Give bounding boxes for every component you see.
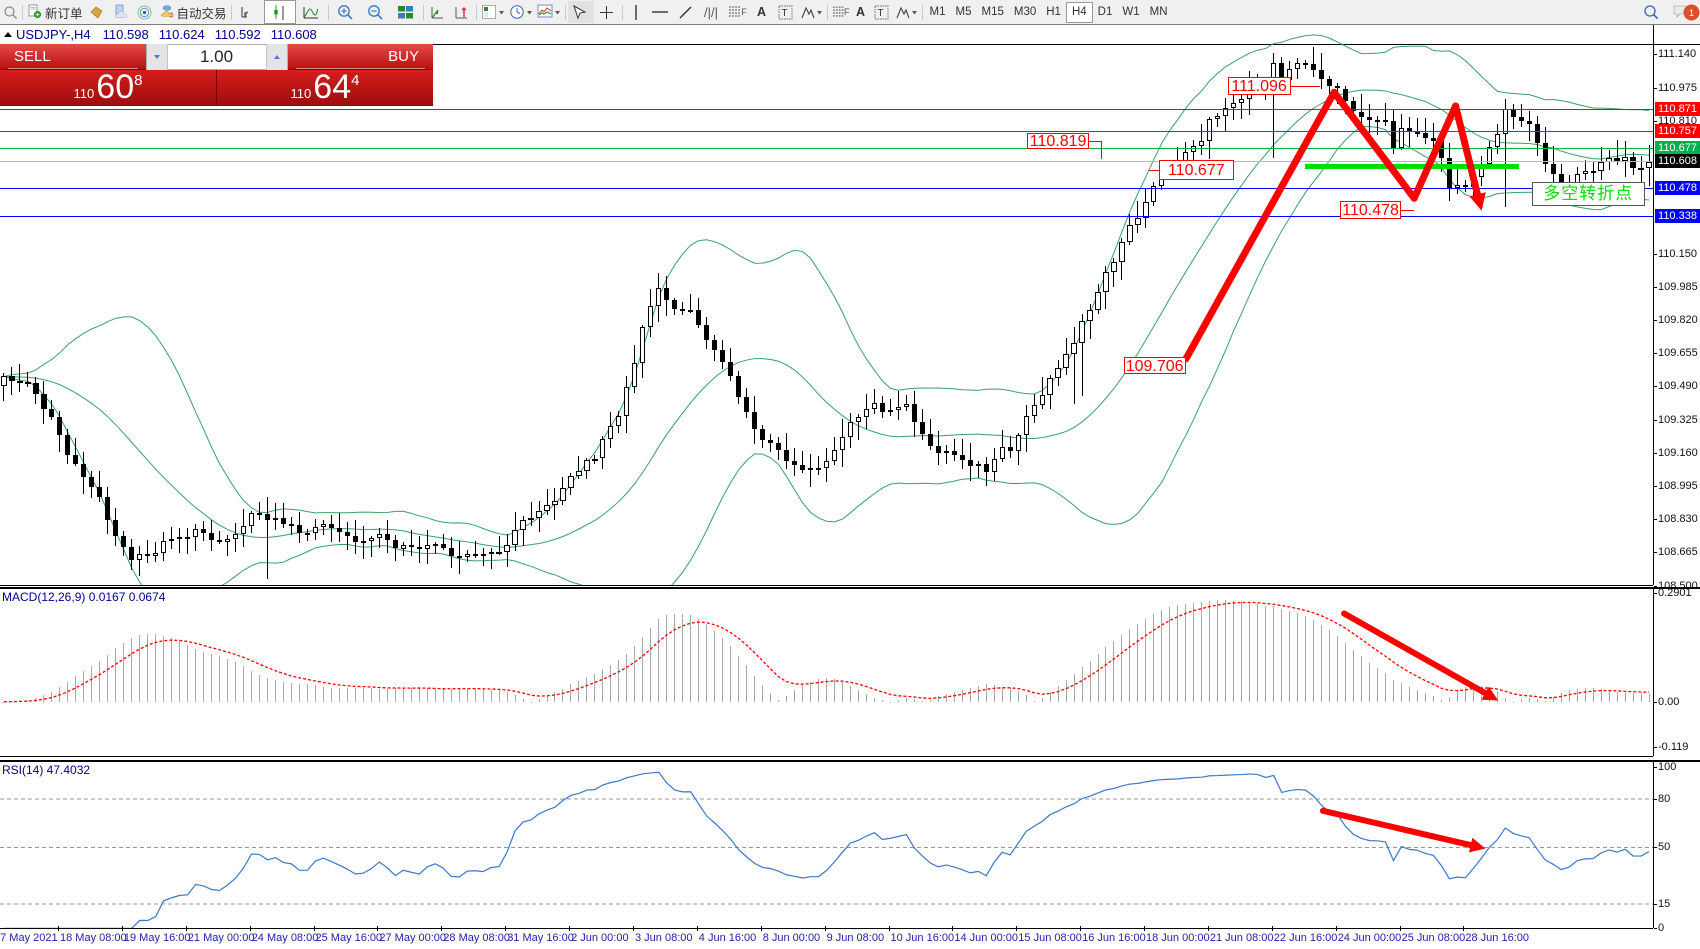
svg-text:/|/|: /|/| — [704, 5, 718, 20]
svg-text:1: 1 — [1689, 8, 1694, 19]
svg-text:T: T — [782, 8, 788, 19]
svg-text:T: T — [878, 8, 884, 19]
